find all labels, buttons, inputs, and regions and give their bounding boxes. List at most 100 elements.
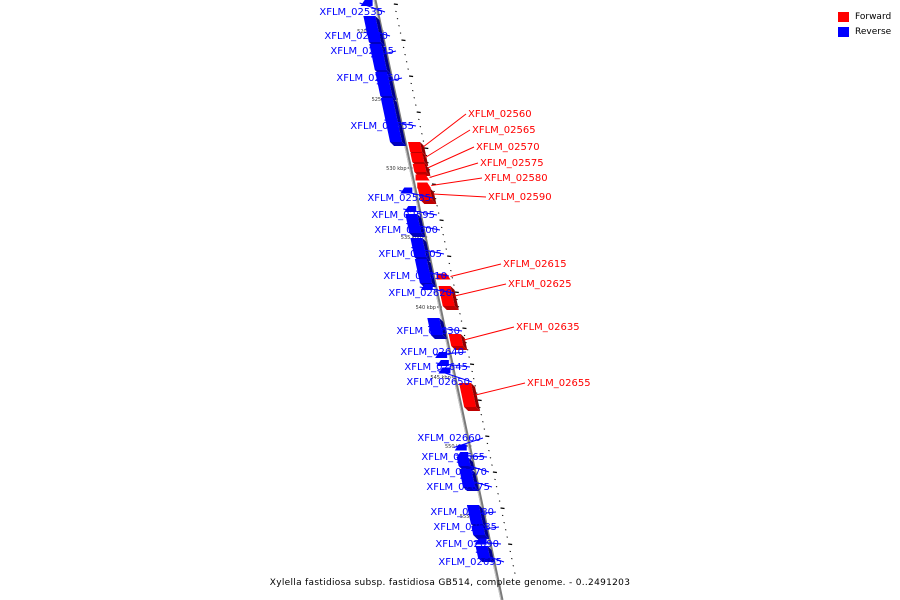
leader-line	[365, 28, 391, 37]
minor-tick	[471, 370, 473, 373]
gene-box-face	[412, 164, 427, 172]
leader-line	[463, 326, 515, 341]
gene-XFLM_02690-reverse[interactable]	[474, 538, 487, 545]
gene-box-side	[471, 469, 480, 491]
minor-tick	[486, 442, 489, 445]
minor-tick	[396, 17, 399, 20]
gene-XFLM_02585-reverse[interactable]	[400, 187, 413, 194]
minor-tick	[482, 421, 484, 423]
minor-tick	[466, 349, 469, 351]
gene-label[interactable]: XFLM_02590	[488, 192, 552, 203]
gene-XFLM_02655-forward[interactable]	[459, 383, 481, 411]
major-tick	[416, 111, 421, 114]
gene-label[interactable]: XFLM_02690	[435, 539, 499, 550]
gene-label[interactable]: XFLM_02630	[396, 326, 460, 337]
minor-tick	[480, 413, 483, 416]
gene-box-bottom	[463, 487, 480, 491]
gene-label[interactable]: XFLM_02585	[367, 193, 431, 204]
minor-tick	[434, 197, 437, 200]
gene-label[interactable]: XFLM_02595	[371, 210, 435, 221]
gene-label[interactable]: XFLM_02610	[383, 271, 447, 282]
minor-tick	[433, 190, 435, 193]
leader-line	[460, 477, 493, 488]
gene-label[interactable]: XFLM_02640	[400, 347, 464, 358]
label-leader-lines	[359, 2, 526, 563]
gene-label[interactable]: XFLM_02680	[430, 507, 494, 518]
gene-XFLM_02555-reverse[interactable]	[380, 98, 407, 146]
gene-XFLM_02640-reverse[interactable]	[435, 352, 448, 358]
leader-line	[422, 113, 467, 148]
gene-label[interactable]: XFLM_02600	[374, 225, 438, 236]
gene-box-bottom	[442, 306, 459, 310]
minor-tick	[395, 10, 397, 13]
leader-line	[428, 326, 463, 332]
gene-label[interactable]: XFLM_02565	[472, 125, 536, 136]
leader-line	[456, 461, 490, 473]
gene-XFLM_02580-forward[interactable]	[417, 182, 432, 189]
gene-XFLM_02635-forward[interactable]	[448, 334, 468, 350]
gene-box-face	[471, 526, 486, 535]
leader-line	[416, 270, 450, 277]
minor-tick	[418, 118, 420, 121]
major-tick	[508, 543, 513, 546]
minor-tick	[463, 334, 466, 337]
gene-label[interactable]: XFLM_02670	[423, 467, 487, 478]
gene-box-bottom	[464, 407, 481, 411]
minor-tick	[457, 305, 460, 308]
major-tick	[401, 39, 406, 42]
reverse-swatch	[838, 26, 849, 37]
gene-box-side	[420, 142, 427, 156]
kbp-tick-label: 540 kbp	[416, 305, 436, 311]
gene-label[interactable]: XFLM_02535	[319, 7, 383, 18]
gene-box-bottom	[473, 535, 490, 539]
gene-label[interactable]: XFLM_02570	[476, 142, 540, 153]
gene-label[interactable]: XFLM_02615	[503, 259, 567, 270]
minor-tick	[411, 89, 414, 92]
gene-label[interactable]: XFLM_02645	[404, 362, 468, 373]
gene-XFLM_02575-forward[interactable]	[415, 174, 430, 181]
leader-line	[411, 247, 445, 255]
gene-label[interactable]: XFLM_02560	[468, 109, 532, 120]
gene-label[interactable]: XFLM_02660	[417, 433, 481, 444]
minor-tick	[506, 536, 508, 538]
gene-box-face	[459, 469, 476, 487]
gene-label[interactable]: XFLM_02655	[527, 378, 591, 389]
leader-line	[370, 50, 397, 58]
leader-line	[406, 223, 441, 231]
gene-label[interactable]: XFLM_02575	[480, 158, 544, 169]
gene-label[interactable]: XFLM_02635	[516, 322, 580, 333]
gene-label[interactable]: XFLM_02605	[378, 249, 442, 260]
gene-label[interactable]: XFLM_02675	[426, 482, 490, 493]
leader-line	[433, 193, 487, 198]
gene-label[interactable]: XFLM_02620	[388, 288, 452, 299]
minor-tick	[398, 25, 400, 27]
minor-tick	[479, 406, 481, 409]
gene-box-side	[392, 98, 407, 146]
minor-tick	[491, 464, 493, 466]
gene-box-side	[381, 44, 391, 74]
gene-box-face	[414, 259, 432, 283]
leader-line	[359, 2, 386, 13]
gene-label[interactable]: XFLM_02650	[406, 377, 470, 388]
gene-label[interactable]: XFLM_02545	[330, 46, 394, 57]
minor-tick	[413, 97, 416, 99]
gene-label[interactable]: XFLM_02625	[508, 279, 572, 290]
gene-label[interactable]: XFLM_02580	[484, 173, 548, 184]
minor-tick	[427, 161, 429, 164]
gene-XFLM_02600-reverse[interactable]	[405, 214, 426, 237]
gene-label[interactable]: XFLM_02540	[324, 31, 388, 42]
gene-XFLM_02550-reverse[interactable]	[375, 72, 397, 100]
minor-tick	[512, 565, 515, 567]
minor-tick	[514, 572, 516, 574]
gene-label[interactable]: XFLM_02665	[421, 452, 485, 463]
gene-label[interactable]: XFLM_02695	[438, 557, 502, 568]
gene-XFLM_02670-reverse[interactable]	[456, 458, 475, 470]
gene-box-face	[456, 458, 471, 466]
gene-label[interactable]: XFLM_02555	[350, 121, 414, 132]
gene-labels: XFLM_02535 XFLM_02540 XFLM_02545 XFLM_02550…	[319, 7, 590, 568]
gene-label[interactable]: XFLM_02685	[433, 522, 497, 533]
leader-line	[429, 162, 479, 178]
gene-XFLM_02675-reverse[interactable]	[459, 469, 480, 491]
gene-box-face	[459, 383, 477, 407]
gene-label[interactable]: XFLM_02550	[336, 73, 400, 84]
